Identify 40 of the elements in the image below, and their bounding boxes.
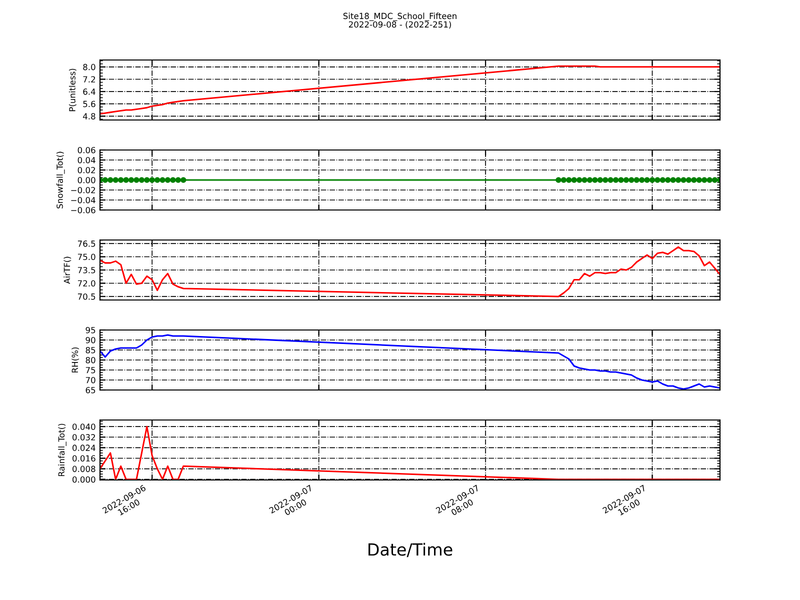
y-tick-label: 0.000	[72, 476, 96, 483]
y-tick-label: 70.5	[78, 293, 96, 300]
y-tick-label: 73.5	[78, 266, 96, 274]
y-tick-label: 80	[86, 356, 96, 364]
y-tick-label: 8.0	[83, 64, 96, 70]
y-tick-label: 0.032	[72, 434, 95, 440]
y-tick-label: 65	[86, 386, 96, 394]
line-series	[100, 65, 720, 115]
x-axis-title: Date/Time	[368, 542, 452, 558]
chart-title: Site18_MDC_School_Fifteen	[343, 12, 456, 21]
y-tick-label: 7.2	[83, 76, 95, 82]
y-tick-label: 70	[86, 376, 96, 384]
y-axis-title: Rainfall_Tot()	[58, 424, 66, 476]
y-tick-label: 0.06	[78, 146, 96, 154]
y-tick-label: 6.4	[83, 88, 96, 95]
y-tick-label: 5.6	[83, 100, 96, 108]
y-axis-title: AirTF()	[64, 256, 72, 284]
y-axis-title: RH(%)	[72, 347, 80, 372]
y-axis-title: Snowfall_Tot()	[56, 152, 65, 208]
y-tick-label: 0.016	[72, 455, 96, 462]
y-tick-label: 85	[86, 346, 96, 354]
y-tick-label: 90	[86, 336, 96, 344]
y-axis-title: P(unitless)	[68, 68, 76, 112]
y-tick-label: −0.06	[71, 206, 96, 214]
y-tick-label: 75.0	[78, 254, 96, 260]
y-tick-label: 0.008	[72, 466, 96, 472]
y-tick-label: −0.04	[71, 196, 96, 204]
y-tick-label: 0.00	[78, 176, 96, 184]
y-tick-label: 72.0	[78, 280, 96, 287]
y-tick-label: 0.04	[78, 156, 96, 164]
chart-subtitle: 2022-09-08 - (2022-251)	[348, 21, 451, 29]
y-tick-label: 95	[86, 326, 96, 334]
y-tick-label: 76.5	[78, 240, 96, 247]
y-tick-label: −0.02	[71, 186, 95, 194]
y-tick-label: 0.040	[72, 424, 96, 430]
line-series	[100, 246, 720, 298]
y-tick-label: 4.8	[82, 113, 96, 120]
y-tick-label: 0.02	[78, 166, 95, 174]
y-tick-label: 75	[86, 367, 96, 374]
y-tick-label: 0.024	[72, 444, 96, 451]
